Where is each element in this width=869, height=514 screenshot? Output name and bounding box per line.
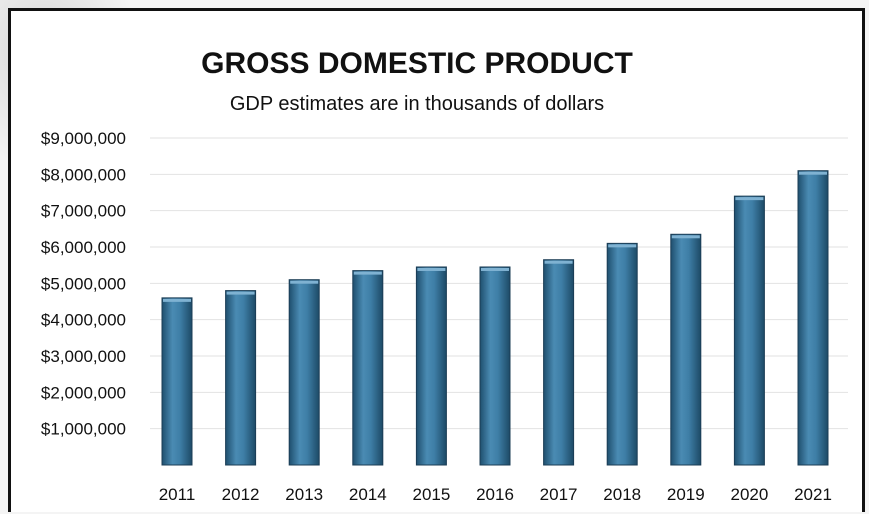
bar-cap: [544, 260, 573, 264]
bar-cap: [226, 291, 255, 295]
y-tick-label: $4,000,000: [41, 311, 126, 330]
bars: [161, 170, 829, 466]
bar-2013: [288, 279, 320, 466]
x-tick-label: 2017: [540, 485, 578, 504]
x-tick-label: 2014: [349, 485, 387, 504]
bar-2015: [415, 266, 447, 466]
bar-cap: [481, 267, 509, 271]
x-tick-label: 2019: [667, 485, 705, 504]
bar-2018: [606, 242, 638, 466]
bar-2017: [543, 259, 575, 466]
bar-cap: [671, 235, 700, 239]
y-axis-tick-labels: $1,000,000 $2,000,000 $3,000,000 $4,000,000…: [41, 129, 126, 439]
chart-title: GROSS DOMESTIC PRODUCT: [201, 47, 633, 80]
bar-cap: [163, 298, 191, 302]
bar-cap: [799, 171, 827, 175]
bar-cap: [608, 244, 637, 248]
y-tick-label: $1,000,000: [41, 420, 126, 439]
bar-cap: [735, 197, 764, 201]
y-tick-label: $9,000,000: [41, 129, 126, 148]
y-tick-label: $3,000,000: [41, 347, 126, 366]
bar-2016: [479, 266, 511, 466]
x-tick-label: 2013: [285, 485, 323, 504]
x-tick-label: 2016: [476, 485, 514, 504]
bar-cap: [417, 267, 446, 271]
bar-2020: [733, 195, 765, 466]
bar-2011: [161, 297, 193, 466]
bar-cap: [353, 271, 382, 275]
y-tick-label: $5,000,000: [41, 274, 126, 293]
chart-subtitle: GDP estimates are in thousands of dollar…: [230, 93, 604, 115]
y-tick-label: $7,000,000: [41, 202, 126, 221]
y-tick-label: $2,000,000: [41, 383, 126, 402]
bar-2019: [670, 233, 702, 466]
x-tick-label: 2021: [794, 485, 832, 504]
bar-2014: [352, 270, 384, 466]
x-axis-tick-labels: 2011 2012 2013 2014 2015 2016 2017 2018 2019 2020…: [159, 485, 832, 504]
bar-2012: [225, 290, 257, 466]
y-tick-label: $8,000,000: [41, 165, 126, 184]
bar-cap: [290, 280, 319, 284]
bar-2021: [797, 170, 829, 466]
x-tick-label: 2012: [222, 485, 260, 504]
x-tick-label: 2020: [730, 485, 768, 504]
y-tick-label: $6,000,000: [41, 238, 126, 257]
x-tick-label: 2011: [159, 485, 196, 504]
x-tick-label: 2015: [412, 485, 450, 504]
x-tick-label: 2018: [603, 485, 641, 504]
